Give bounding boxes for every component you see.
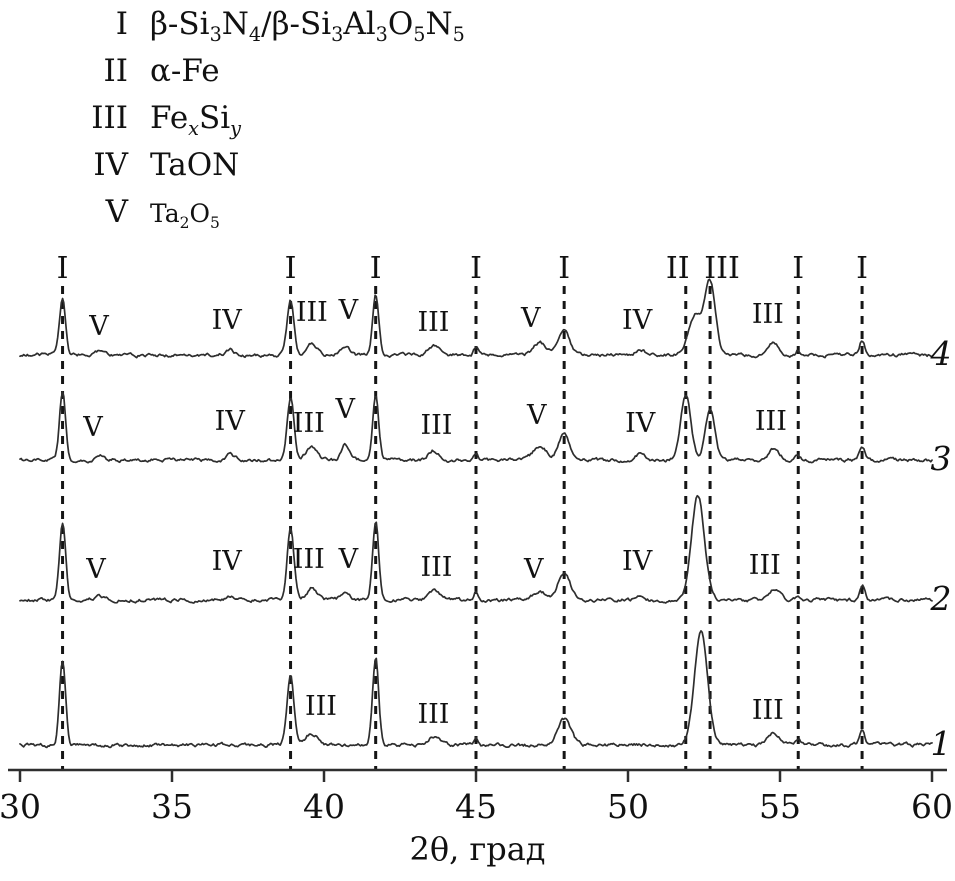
phase-numeral: IV [93, 147, 128, 183]
peak-annotation-III: III [305, 691, 337, 722]
phase-formula: β-Si3N4/β-Si3Al3O5N5 [150, 6, 465, 47]
series-label-4: 4 [930, 334, 952, 373]
peak-annotation-III: III [752, 695, 784, 726]
xrd-curve-1 [19, 630, 933, 749]
phase-label-II: II [666, 251, 690, 286]
x-axis-title: 2θ, град [409, 830, 546, 868]
x-tick-label: 35 [151, 787, 193, 826]
series-label-3: 3 [931, 439, 952, 478]
peak-annotation-III: III [417, 307, 449, 338]
peak-annotation-III: III [752, 299, 784, 330]
phase-label-I: I [856, 251, 868, 286]
phase-numeral: II [103, 53, 129, 89]
phase-formula: FexSiy [150, 100, 242, 141]
peak-annotation-III: III [417, 699, 449, 730]
legend-item-V: V Ta2O5 [0, 194, 465, 241]
peak-annotation-IV: IV [212, 305, 243, 336]
xrd-curve-4 [19, 278, 933, 359]
legend-item-III: III FexSiy [0, 100, 465, 147]
peak-annotation-IV: IV [212, 546, 243, 577]
x-tick-label: 40 [303, 787, 345, 826]
phase-label-I: I [470, 251, 482, 286]
peak-annotation-V: V [338, 544, 359, 575]
x-tick-label: 55 [759, 787, 801, 826]
peak-annotation-IV: IV [622, 305, 653, 336]
legend-item-IV: IV TaON [0, 147, 465, 194]
phase-numeral: I [115, 6, 128, 42]
x-tick-label: 30 [0, 787, 41, 826]
peak-annotation-V: V [82, 412, 103, 443]
phase-label-I: I [285, 251, 297, 286]
x-tick-label: 60 [911, 787, 953, 826]
peak-annotation-III: III [749, 550, 781, 581]
series-label-2: 2 [930, 579, 952, 618]
peak-annotation-V: V [523, 554, 544, 585]
phase-numeral: III [91, 100, 128, 136]
phase-numeral: V [105, 194, 128, 230]
phase-formula: Ta2O5 [150, 199, 220, 232]
phase-formula: TaON [150, 147, 240, 183]
series-label-1: 1 [931, 724, 952, 763]
peak-annotation-III: III [293, 408, 325, 439]
phase-label-I: I [792, 251, 804, 286]
peak-annotation-V: V [526, 400, 547, 431]
peak-annotation-III: III [293, 544, 325, 575]
peak-annotation-V: V [520, 303, 541, 334]
legend-item-II: II α-Fe [0, 53, 465, 100]
phase-formula: α-Fe [150, 53, 220, 89]
x-tick-label: 50 [607, 787, 649, 826]
peak-annotation-III: III [296, 297, 328, 328]
peak-annotation-V: V [85, 554, 106, 585]
peak-annotation-III: III [755, 406, 787, 437]
peak-annotation-IV: IV [625, 408, 656, 439]
peak-annotation-III: III [420, 410, 452, 441]
peak-annotation-V: V [338, 295, 359, 326]
peak-annotation-IV: IV [622, 546, 653, 577]
peak-annotation-III: III [420, 552, 452, 583]
phase-label-I: I [57, 251, 69, 286]
peak-annotation-V: V [335, 394, 356, 425]
phase-label-I: I [370, 251, 382, 286]
peak-annotation-IV: IV [215, 406, 246, 437]
xrd-curve-2 [19, 494, 933, 604]
phase-label-I: I [558, 251, 570, 286]
x-tick-label: 45 [455, 787, 497, 826]
peak-annotation-V: V [88, 311, 109, 342]
xrd-curve-3 [19, 391, 933, 464]
